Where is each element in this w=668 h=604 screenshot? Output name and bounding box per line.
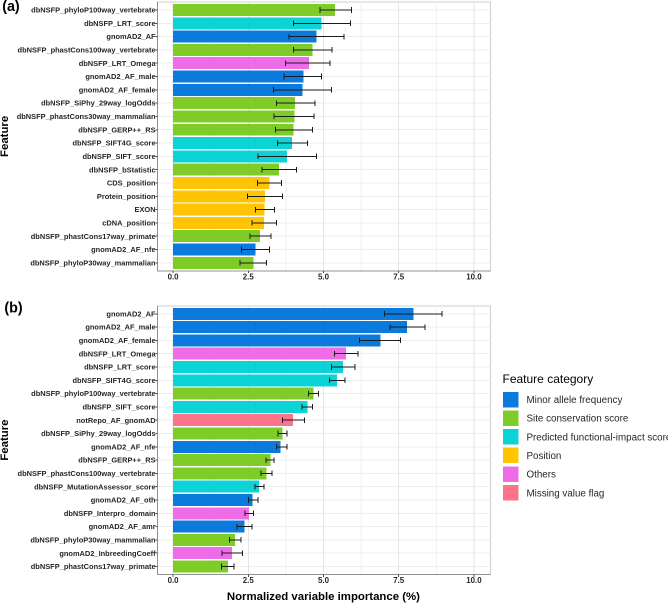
svg-text:Minor allele frequency: Minor allele frequency: [527, 395, 623, 406]
svg-text:dbNSFP_phastCons100way_vertebr: dbNSFP_phastCons100way_vertebrate: [18, 46, 156, 55]
svg-text:dbNSFP_phastCons17way_primate: dbNSFP_phastCons17way_primate: [31, 232, 156, 241]
svg-text:10.0: 10.0: [466, 576, 482, 585]
svg-text:0.0: 0.0: [168, 576, 180, 585]
svg-text:Site conservation score: Site conservation score: [527, 414, 629, 425]
svg-text:gnomAD2_AF_male: gnomAD2_AF_male: [85, 72, 155, 81]
svg-text:dbNSFP_LRT_Omega: dbNSFP_LRT_Omega: [79, 349, 157, 358]
svg-text:(a): (a): [2, 0, 20, 15]
svg-text:Feature category: Feature category: [503, 372, 594, 386]
svg-text:cDNA_position: cDNA_position: [102, 219, 156, 228]
svg-text:Position: Position: [527, 451, 562, 462]
svg-text:dbNSFP_phastCons17way_primate: dbNSFP_phastCons17way_primate: [31, 562, 156, 571]
svg-text:dbNSFP_phastCons100way_vertebr: dbNSFP_phastCons100way_vertebrate: [18, 469, 156, 478]
svg-text:dbNSFP_SIFT_score: dbNSFP_SIFT_score: [82, 152, 155, 161]
svg-text:gnomAD2_AF: gnomAD2_AF: [106, 32, 156, 41]
svg-text:dbNSFP_SIFT_score: dbNSFP_SIFT_score: [82, 403, 155, 412]
svg-text:gnomAD2_AF_male: gnomAD2_AF_male: [85, 323, 155, 332]
svg-text:dbNSFP_phastCons30way_mammalia: dbNSFP_phastCons30way_mammalian: [17, 112, 156, 121]
svg-text:dbNSFP_LRT_score: dbNSFP_LRT_score: [84, 363, 156, 372]
svg-text:gnomAD2_AF_nfe: gnomAD2_AF_nfe: [91, 442, 155, 451]
svg-text:7.5: 7.5: [393, 272, 405, 281]
svg-text:gnomAD2_InbreedingCoeff: gnomAD2_InbreedingCoeff: [59, 549, 156, 558]
svg-text:notRepo_AF_gnomAD: notRepo_AF_gnomAD: [76, 416, 156, 425]
svg-text:Feature: Feature: [0, 116, 11, 157]
svg-text:dbNSFP_SIFT4G_score: dbNSFP_SIFT4G_score: [73, 376, 156, 385]
svg-text:gnomAD2_AF: gnomAD2_AF: [106, 309, 156, 318]
svg-text:dbNSFP_GERP++_RS: dbNSFP_GERP++_RS: [78, 456, 155, 465]
svg-text:dbNSFP_phyloP100way_vertebrate: dbNSFP_phyloP100way_vertebrate: [31, 389, 155, 398]
svg-text:Feature: Feature: [0, 420, 11, 461]
svg-text:7.5: 7.5: [393, 576, 405, 585]
svg-text:2.5: 2.5: [243, 576, 255, 585]
svg-text:Protein_position: Protein_position: [97, 192, 156, 201]
svg-text:dbNSFP_SiPhy_29way_logOdds: dbNSFP_SiPhy_29way_logOdds: [41, 99, 156, 108]
svg-text:5.0: 5.0: [318, 576, 330, 585]
svg-text:(b): (b): [4, 300, 22, 316]
svg-text:gnomAD2_AF_female: gnomAD2_AF_female: [79, 336, 156, 345]
svg-text:dbNSFP_phyloP100way_vertebrate: dbNSFP_phyloP100way_vertebrate: [31, 6, 155, 15]
svg-text:dbNSFP_LRT_score: dbNSFP_LRT_score: [84, 19, 156, 28]
svg-text:gnomAD2_AF_amr: gnomAD2_AF_amr: [89, 522, 156, 531]
svg-text:Missing value flag: Missing value flag: [527, 488, 605, 499]
svg-text:Predicted functional-impact sc: Predicted functional-impact score: [527, 432, 668, 443]
svg-text:0.0: 0.0: [168, 272, 180, 281]
svg-text:dbNSFP_Interpro_domain: dbNSFP_Interpro_domain: [64, 509, 156, 518]
svg-text:dbNSFP_SiPhy_29way_logOdds: dbNSFP_SiPhy_29way_logOdds: [41, 429, 156, 438]
svg-text:gnomAD2_AF_nfe: gnomAD2_AF_nfe: [91, 245, 155, 254]
svg-text:Others: Others: [527, 470, 557, 481]
svg-text:EXON: EXON: [135, 205, 156, 214]
svg-text:gnomAD2_AF_oth: gnomAD2_AF_oth: [91, 496, 156, 505]
svg-text:5.0: 5.0: [318, 272, 330, 281]
svg-text:dbNSFP_SIFT4G_score: dbNSFP_SIFT4G_score: [73, 139, 156, 148]
svg-text:dbNSFP_LRT_Omega: dbNSFP_LRT_Omega: [79, 59, 157, 68]
svg-text:dbNSFP_bStatistic: dbNSFP_bStatistic: [89, 165, 156, 174]
svg-text:CDS_position: CDS_position: [107, 179, 156, 188]
svg-text:gnomAD2_AF_female: gnomAD2_AF_female: [79, 85, 156, 94]
svg-text:dbNSFP_phyloP30way_mammalian: dbNSFP_phyloP30way_mammalian: [30, 258, 156, 267]
svg-text:dbNSFP_GERP++_RS: dbNSFP_GERP++_RS: [78, 125, 155, 134]
svg-text:dbNSFP_phyloP30way_mammalian: dbNSFP_phyloP30way_mammalian: [30, 536, 156, 545]
svg-text:10.0: 10.0: [466, 272, 482, 281]
svg-text:Normalized variable importance: Normalized variable importance (%): [227, 591, 420, 603]
svg-text:dbNSFP_MutationAssessor_score: dbNSFP_MutationAssessor_score: [34, 482, 156, 491]
svg-text:2.5: 2.5: [243, 272, 255, 281]
